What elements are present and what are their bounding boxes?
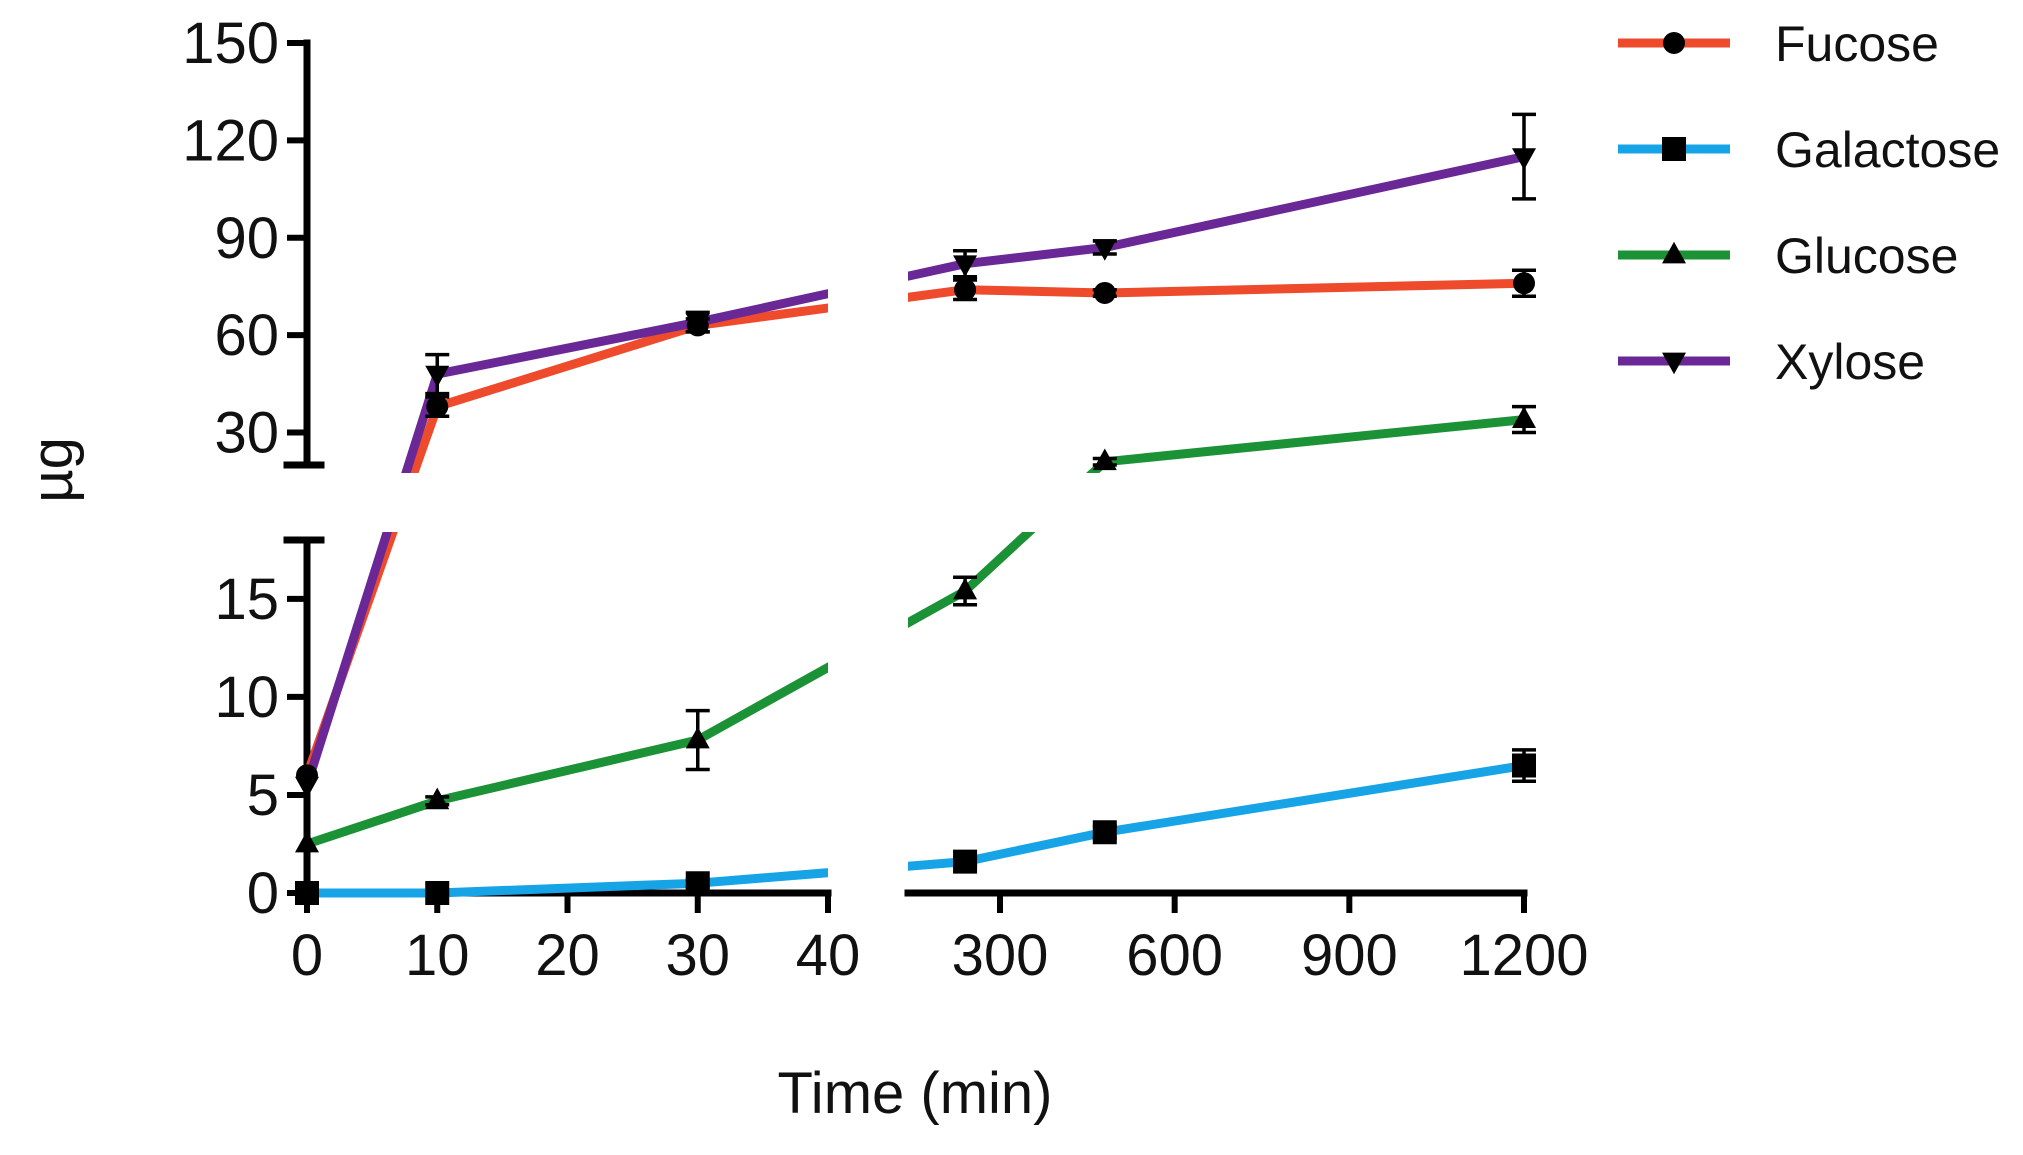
x-tick-label: 20 (535, 923, 600, 988)
point-galactose (1512, 753, 1536, 778)
legend-label-glucose: Glucose (1775, 228, 1958, 284)
point-xylose (953, 255, 978, 277)
point-xylose (1092, 239, 1117, 261)
point-galactose (425, 881, 450, 905)
point-xylose (295, 776, 319, 799)
x-axis-title: Time (min) (778, 1061, 1053, 1126)
markers-layer (295, 112, 1536, 905)
x-tick-label: 900 (1301, 923, 1398, 988)
point-galactose (953, 849, 978, 874)
legend: Fucose Galactose Glucose Xylose (1618, 16, 2000, 390)
y-tick-label: 90 (214, 206, 279, 271)
x-tick-label: 30 (665, 923, 730, 988)
x-tick-label: 300 (952, 923, 1049, 988)
point-glucose (953, 577, 978, 600)
tick-labels-layer: 0 5 10 15 30 60 90 120 150 0 10 20 30 40 300 600 900 1200 (182, 11, 1588, 988)
legend-marker-glucose (1662, 241, 1686, 264)
point-fucose (1093, 281, 1116, 304)
point-glucose (685, 726, 710, 749)
x-tick-label: 40 (796, 923, 861, 988)
x-tick-label: 10 (405, 923, 470, 988)
series-line-xylose (302, 152, 1525, 787)
point-fucose (426, 395, 449, 418)
y-tick-label: 5 (247, 763, 279, 828)
point-fucose (954, 278, 977, 301)
axes-layer (283, 39, 1528, 913)
y-tick-label: 15 (214, 567, 279, 632)
point-xylose (685, 313, 710, 336)
legend-marker-xylose (1662, 352, 1686, 375)
y-axis-title: µg (20, 437, 85, 503)
y-tick-label: 0 (247, 861, 279, 926)
point-glucose (1512, 406, 1536, 428)
series-line-glucose (305, 415, 1525, 849)
point-glucose (1092, 448, 1117, 471)
y-tick-label: 30 (214, 401, 279, 466)
legend-label-fucose: Fucose (1775, 16, 1939, 72)
point-galactose (295, 881, 319, 905)
point-galactose (685, 871, 710, 896)
x-tick-label: 0 (291, 923, 323, 988)
legend-label-xylose: Xylose (1775, 334, 1925, 390)
legend-label-galactose: Galactose (1775, 122, 2000, 178)
series-layer (302, 152, 1525, 898)
point-xylose (1512, 148, 1536, 170)
point-fucose (1513, 272, 1535, 295)
x-tick-label: 600 (1126, 923, 1223, 988)
point-galactose (1092, 820, 1117, 845)
y-tick-label: 150 (182, 11, 279, 76)
x-tick-label: 1200 (1459, 923, 1588, 988)
point-glucose (295, 830, 319, 853)
point-glucose (425, 787, 450, 810)
y-tick-label: 60 (214, 303, 279, 368)
series-line-fucose (302, 278, 1525, 777)
point-xylose (425, 365, 450, 388)
y-tick-label: 10 (214, 665, 279, 730)
legend-marker-galactose (1662, 137, 1686, 161)
y-tick-label: 120 (182, 108, 279, 173)
legend-marker-fucose (1663, 32, 1685, 54)
